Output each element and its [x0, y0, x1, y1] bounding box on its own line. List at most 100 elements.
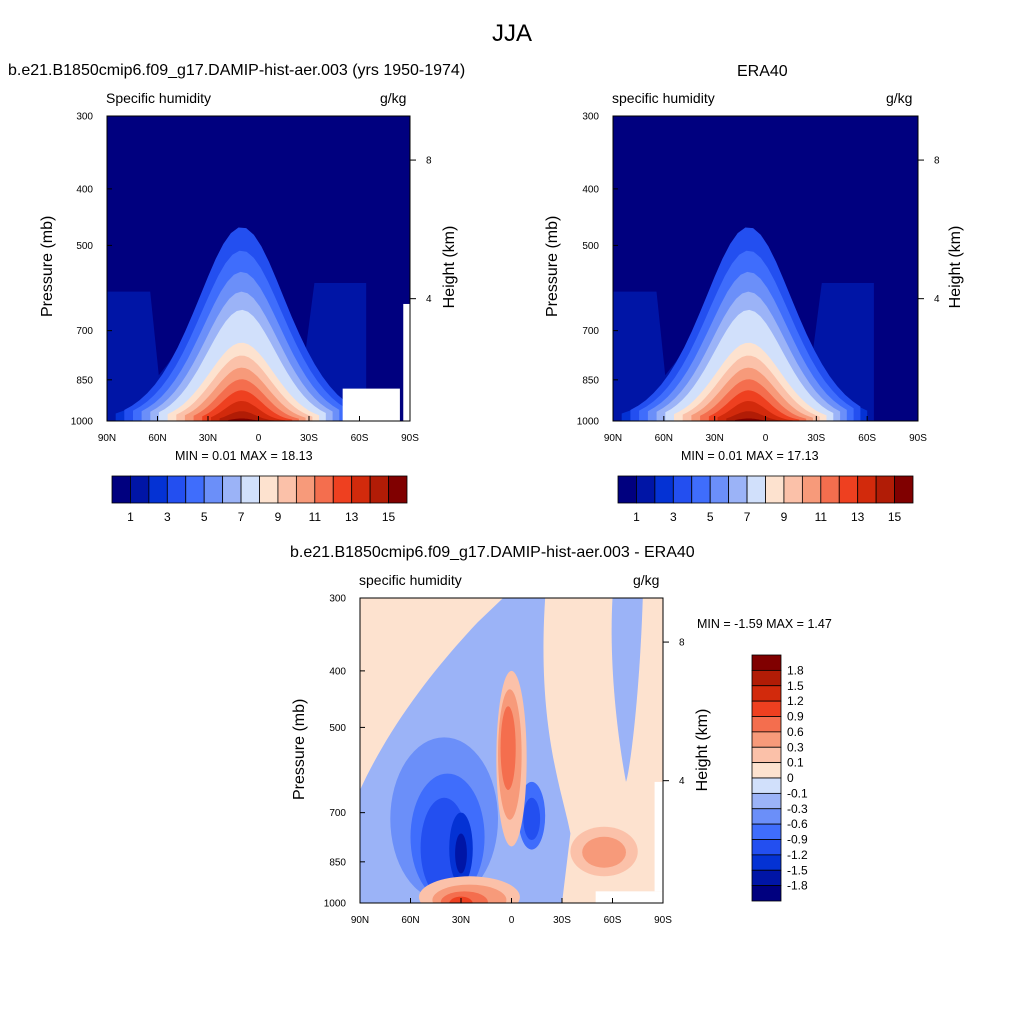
- era40-colorbar-swatch: [838, 475, 859, 504]
- diff-colorbar-tick: -0.3: [787, 802, 808, 816]
- model-colorbar-tick: 11: [309, 510, 322, 524]
- model-colorbar-swatch: [203, 475, 224, 504]
- era40-colorbar-swatch: [783, 475, 803, 504]
- era40-y-tick-label: 1000: [577, 417, 600, 428]
- era40-y-tick-label: 700: [582, 326, 599, 337]
- diff-colorbar-swatch: [751, 700, 782, 717]
- model-colorbar-tick: 1: [127, 510, 134, 524]
- era40-y-tick-label: 300: [582, 112, 599, 123]
- model-colorbar: 1 3 5 7 9 11 13 15: [111, 475, 408, 524]
- model-colorbar-swatch: [259, 475, 279, 504]
- diff-colorbar-tick: -1.8: [787, 879, 808, 893]
- model-y-tick-label: 300: [76, 112, 93, 123]
- model-y-right-tick-label: 8: [426, 156, 432, 167]
- diff-colorbar-tick: -0.9: [787, 833, 808, 847]
- model-colorbar-swatch: [388, 475, 408, 504]
- diff-pos-blob: [582, 836, 626, 868]
- model-colorbar-swatch: [277, 475, 297, 504]
- diff-colorbar-tick: 0: [787, 771, 794, 785]
- model-missing-strip: [403, 303, 410, 421]
- diff-missing-strip: [654, 781, 663, 892]
- diff-y-tick-label: 700: [329, 808, 346, 819]
- era40-x-tick-label: 0: [763, 433, 769, 444]
- model-colorbar-swatch: [332, 475, 353, 504]
- model-colorbar-swatch: [351, 475, 371, 504]
- diff-x-tick-label: 30S: [553, 915, 571, 926]
- model-colorbar-swatch: [185, 475, 205, 504]
- variable-label-diff: specific humidity: [359, 572, 462, 588]
- model-y-tick-label: 500: [76, 241, 93, 252]
- diff-y-right-tick-label: 4: [679, 776, 685, 787]
- model-colorbar-swatch: [222, 475, 242, 504]
- minmax-era40: MIN = 0.01 MAX = 17.13: [681, 449, 819, 463]
- diff-colorbar-tick: 0.3: [787, 740, 804, 754]
- units-label-diff: g/kg: [633, 572, 660, 588]
- diff-colorbar-swatch: [751, 777, 782, 794]
- diff-colorbar-tick: 0.9: [787, 710, 804, 724]
- diff-colorbar-swatch: [751, 869, 782, 887]
- model-colorbar-tick: 9: [275, 510, 282, 524]
- diff-colorbar-swatch: [751, 669, 782, 687]
- model-colorbar-swatch: [295, 475, 316, 504]
- era40-colorbar-tick: 7: [744, 510, 751, 524]
- model-colorbar-tick: 5: [201, 510, 208, 524]
- diff-missing-data: [595, 891, 663, 903]
- model-field: [107, 116, 410, 421]
- era40-contour-level: [735, 418, 780, 421]
- diff-y-tick-label: 500: [329, 723, 346, 734]
- era40-y-tick-label: 500: [582, 241, 599, 252]
- era40-colorbar: 1 3 5 7 9 11 13 15: [617, 475, 914, 524]
- diff-colorbar-swatch: [751, 823, 782, 840]
- panel-title-era40: ERA40: [737, 63, 788, 80]
- model-colorbar-swatch: [148, 475, 168, 504]
- era40-y-tick-label: 400: [582, 184, 599, 195]
- units-label-model: g/kg: [380, 90, 407, 106]
- figure-title: JJA: [491, 20, 532, 47]
- model-contour-level: [219, 411, 279, 421]
- model-colorbar-tick: 7: [238, 510, 245, 524]
- model-y-tick-label: 700: [76, 326, 93, 337]
- era40-x-tick-label: 30S: [807, 433, 825, 444]
- model-colorbar-tick: 15: [382, 510, 396, 524]
- diff-colorbar-swatch: [751, 746, 782, 764]
- era40-colorbar-swatch: [801, 475, 822, 504]
- model-colorbar-swatch: [369, 475, 389, 504]
- era40-x-tick-label: 30N: [705, 433, 723, 444]
- model-y-right-tick-label: 4: [426, 294, 432, 305]
- panel-era40: 300 400 500 700 850 1000 90N 60N 30N 0 30S 60S 90S 8 4: [577, 112, 940, 445]
- diff-colorbar-swatch: [751, 685, 782, 702]
- model-x-tick-label: 60N: [148, 433, 166, 444]
- diff-x-tick-label: 60S: [604, 915, 622, 926]
- panel-title-model: b.e21.B1850cmip6.f09_g17.DAMIP-hist-aer.…: [8, 62, 466, 79]
- diff-colorbar-swatch: [751, 839, 782, 856]
- era40-colorbar-swatch: [709, 475, 730, 504]
- era40-colorbar-swatch: [894, 475, 914, 504]
- era40-colorbar-swatch: [728, 475, 748, 504]
- diff-neg-region-2: [611, 598, 643, 782]
- era40-colorbar-swatch: [672, 475, 693, 504]
- era40-colorbar-tick: 15: [888, 510, 902, 524]
- diff-x-tick-label: 60N: [401, 915, 419, 926]
- era40-colorbar-swatch: [765, 475, 785, 504]
- variable-label-era40: specific humidity: [612, 90, 715, 106]
- era40-y-right-tick-label: 8: [934, 156, 940, 167]
- diff-colorbar-tick: -0.1: [787, 786, 808, 800]
- model-y-tick-label: 400: [76, 184, 93, 195]
- diff-x-tick-label: 0: [509, 915, 515, 926]
- minmax-diff: MIN = -1.59 MAX = 1.47: [697, 617, 832, 631]
- diff-x-tick-label: 90N: [351, 915, 369, 926]
- diff-y-right-tick-label: 8: [679, 638, 685, 649]
- model-colorbar-swatch: [130, 475, 150, 504]
- model-colorbar-swatch: [240, 475, 260, 504]
- model-colorbar-tick: 3: [164, 510, 171, 524]
- minmax-model: MIN = 0.01 MAX = 18.13: [175, 449, 313, 463]
- diff-colorbar-tick: -1.2: [787, 848, 808, 862]
- era40-colorbar-swatch: [875, 475, 895, 504]
- era40-x-tick-label: 90N: [604, 433, 622, 444]
- diff-colorbar-swatch: [751, 731, 782, 748]
- model-colorbar-swatch: [314, 475, 334, 504]
- era40-colorbar-swatch: [691, 475, 711, 504]
- diff-y-tick-label: 1000: [324, 899, 347, 910]
- era40-contour-level: [726, 411, 786, 421]
